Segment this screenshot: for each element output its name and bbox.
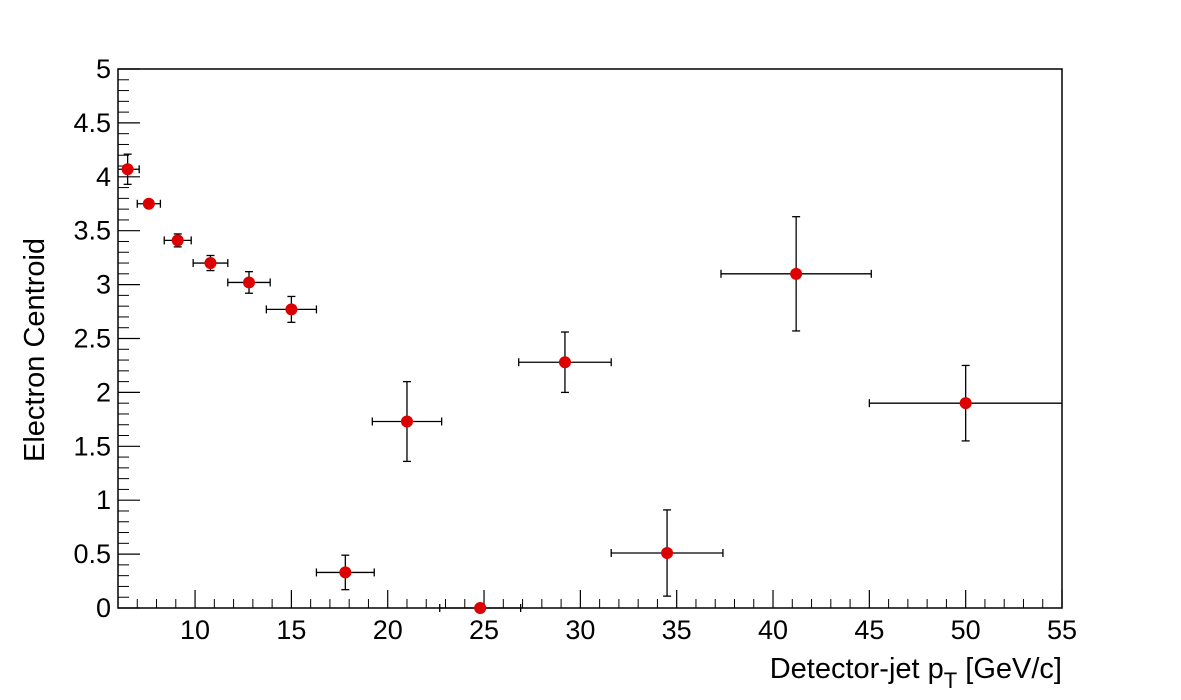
data-point xyxy=(474,602,487,614)
data-point xyxy=(339,566,352,579)
y-tick-label: 1 xyxy=(96,485,111,515)
data-point xyxy=(400,415,413,428)
x-axis-minor-ticks xyxy=(117,599,1044,608)
y-tick-label: 1.5 xyxy=(73,431,111,461)
data-point xyxy=(142,197,155,210)
data-points xyxy=(121,163,972,614)
data-point xyxy=(204,257,217,270)
x-tick-label: 25 xyxy=(469,615,499,645)
y-tick-label: 3 xyxy=(96,270,111,300)
x-axis-title-main: Detector-jet p xyxy=(770,653,944,685)
x-tick-label: 20 xyxy=(373,615,403,645)
x-axis-title: Detector-jet pT [GeV/c] xyxy=(770,653,1062,693)
x-tick-label: 35 xyxy=(662,615,692,645)
x-tick-label: 55 xyxy=(1047,615,1077,645)
x-tick-label: 40 xyxy=(758,615,788,645)
x-tick-label: 45 xyxy=(854,615,884,645)
x-tick-label: 30 xyxy=(565,615,595,645)
data-point xyxy=(121,163,134,176)
y-tick-label: 2.5 xyxy=(73,324,111,354)
x-tick-label: 50 xyxy=(951,615,981,645)
x-tick-label: 10 xyxy=(180,615,210,645)
y-axis-ticks: 0 0.5 1 1.5 2 2.5 3 3.5 4 4.5 5 xyxy=(73,54,140,623)
data-point xyxy=(243,276,256,289)
plot-frame xyxy=(117,68,1063,609)
y-tick-label: 3.5 xyxy=(73,216,111,246)
data-point xyxy=(558,356,571,369)
x-axis-title-unit: [GeV/c] xyxy=(957,653,1062,685)
data-point xyxy=(959,397,972,410)
y-tick-label: 0.5 xyxy=(73,539,111,569)
y-axis-minor-ticks xyxy=(118,79,129,598)
x-tick-label: 15 xyxy=(276,615,306,645)
data-point xyxy=(661,547,674,560)
error-bars xyxy=(118,153,1062,612)
y-tick-label: 0 xyxy=(96,593,111,623)
y-tick-label: 4.5 xyxy=(73,108,111,138)
y-tick-label: 5 xyxy=(96,54,111,84)
y-tick-label: 4 xyxy=(96,162,111,192)
x-axis-ticks: 10 15 20 25 30 35 40 45 50 55 xyxy=(180,590,1077,645)
y-tick-label: 2 xyxy=(96,377,111,407)
x-axis-title-subscript: T xyxy=(944,668,957,693)
y-axis-title: Electron Centroid xyxy=(19,238,51,462)
data-point xyxy=(171,234,184,247)
data-point xyxy=(790,267,803,280)
data-point xyxy=(285,303,298,316)
